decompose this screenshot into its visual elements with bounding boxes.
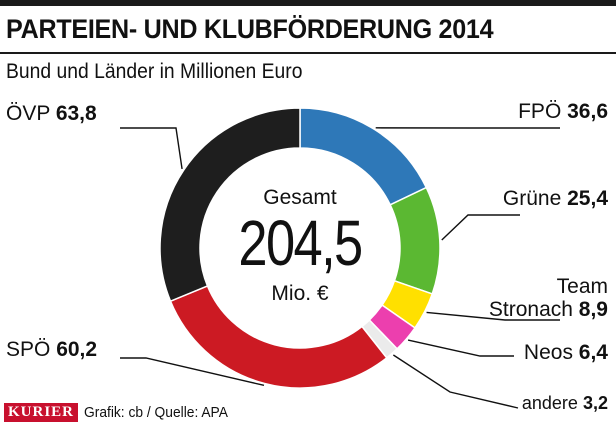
leader-line-andere — [392, 354, 519, 409]
top-bar — [0, 0, 616, 6]
leader-line-team-stronach — [426, 311, 560, 321]
label-team-stronach-line2: Stronach — [488, 298, 573, 321]
label-team-stronach-line1: Team — [556, 275, 608, 298]
slice-gruene — [389, 186, 441, 295]
label-team-stronach: Team Stronach 8,9 — [489, 275, 608, 321]
title-divider — [0, 52, 616, 54]
label-ovp-value: 63,8 — [55, 102, 97, 125]
label-andere-value: 3,2 — [582, 393, 608, 413]
slice-ovp — [159, 107, 301, 303]
label-spo-name: SPÖ — [6, 338, 51, 361]
chart-subtitle: Bund und Länder in Millionen Euro — [6, 60, 303, 83]
leader-line-neos — [407, 339, 514, 357]
label-gruene-value: 25,4 — [567, 187, 608, 210]
label-ovp: ÖVP 63,8 — [6, 102, 97, 125]
label-fpo-name: FPÖ — [518, 100, 562, 123]
chart-title: PARTEIEN- UND KLUBFÖRDERUNG 2014 — [6, 14, 494, 44]
label-spo-value: 60,2 — [56, 338, 98, 361]
footer: KURIER Grafik: cb / Quelle: APA — [4, 402, 240, 422]
label-team-stronach-value: 8,9 — [578, 298, 608, 321]
total-unit: Mio. € — [271, 282, 329, 305]
label-andere-name: andere — [521, 393, 578, 413]
label-neos: Neos 6,4 — [524, 341, 608, 364]
label-gruene: Grüne 25,4 — [503, 187, 608, 210]
label-gruene-name: Grüne — [502, 187, 562, 210]
leader-line-spo — [120, 357, 265, 387]
kurier-logo: KURIER — [4, 402, 79, 422]
label-fpo: FPÖ 36,6 — [518, 100, 608, 123]
total-value: 204,5 — [238, 207, 363, 279]
label-neos-value: 6,4 — [578, 341, 608, 364]
label-neos-name: Neos — [523, 341, 573, 364]
label-ovp-name: ÖVP — [6, 102, 50, 125]
leader-line-ovp — [120, 127, 183, 170]
label-spo: SPÖ 60,2 — [6, 338, 97, 361]
label-andere: andere 3,2 — [522, 392, 608, 415]
leader-line-gruene — [441, 214, 520, 241]
total-label: Gesamt — [263, 186, 337, 209]
label-fpo-value: 36,6 — [567, 100, 608, 123]
source-credit: Grafik: cb / Quelle: APA — [84, 403, 228, 421]
